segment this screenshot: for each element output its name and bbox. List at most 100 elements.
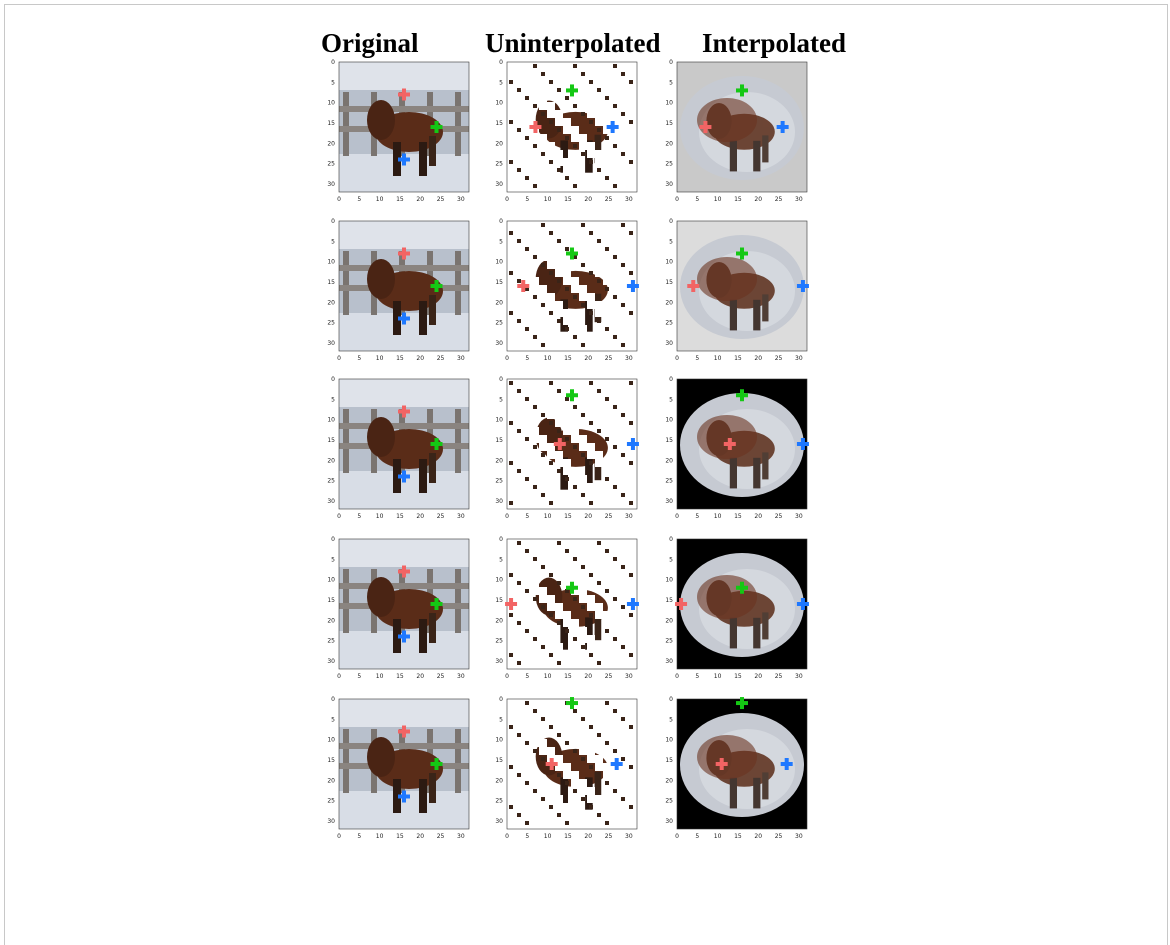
axes-frame — [338, 378, 470, 510]
panel-original-row-5: 0 5 10 15 20 25 30 0 5 10 15 20 25 30 — [323, 695, 473, 845]
x-tick-label: 20 — [754, 355, 762, 362]
x-tick-label: 10 — [376, 513, 384, 520]
y-tick-label: 10 — [665, 417, 673, 424]
marker-blue — [606, 121, 619, 133]
marker-blue — [398, 790, 410, 803]
x-tick-label: 10 — [544, 196, 552, 203]
y-tick-label: 15 — [327, 597, 335, 604]
x-tick-label: 20 — [416, 833, 424, 840]
y-tick-label: 10 — [665, 259, 673, 266]
y-tick-label: 20 — [665, 299, 673, 306]
x-tick-label: 15 — [396, 513, 404, 520]
y-tick-label: 30 — [665, 181, 673, 188]
marker-blue — [796, 280, 809, 292]
image-content — [507, 539, 637, 669]
y-tick-label: 0 — [331, 218, 335, 225]
y-tick-label: 0 — [499, 376, 503, 383]
y-tick-label: 15 — [495, 757, 503, 764]
marker-green — [566, 389, 578, 402]
x-tick-label: 25 — [775, 513, 783, 520]
x-tick-label: 5 — [695, 513, 699, 520]
x-tick-label: 15 — [396, 196, 404, 203]
y-tick-label: 15 — [495, 279, 503, 286]
y-tick-label: 20 — [665, 140, 673, 147]
x-tick-label: 30 — [795, 833, 803, 840]
y-tick-label: 25 — [495, 320, 503, 327]
marker-green — [430, 598, 443, 610]
marker-green — [736, 247, 748, 260]
x-tick-label: 30 — [457, 673, 465, 680]
page-frame — [4, 4, 1168, 945]
marker-red — [517, 280, 530, 292]
panel-interpolated-row-4: 0 5 10 15 20 25 30 0 5 10 15 20 25 30 — [661, 535, 811, 685]
panel-uninterpolated-row-5: 0 5 10 15 20 25 30 0 5 10 15 20 25 30 — [491, 695, 641, 845]
y-tick-label: 5 — [331, 716, 335, 723]
marker-green — [736, 581, 748, 594]
y-tick-label: 20 — [495, 457, 503, 464]
x-tick-label: 30 — [625, 673, 633, 680]
panel-uninterpolated-row-3: 0 5 10 15 20 25 30 0 5 10 15 20 25 30 — [491, 375, 641, 525]
x-tick-label: 0 — [675, 673, 679, 680]
y-tick-label: 15 — [665, 437, 673, 444]
panel-interpolated-row-3: 0 5 10 15 20 25 30 0 5 10 15 20 25 30 — [661, 375, 811, 525]
y-tick-label: 0 — [331, 536, 335, 543]
x-tick-label: 20 — [416, 196, 424, 203]
image-content — [339, 539, 469, 669]
y-tick-label: 10 — [495, 100, 503, 107]
marker-green — [430, 121, 443, 133]
y-tick-label: 30 — [495, 340, 503, 347]
x-tick-label: 20 — [416, 355, 424, 362]
y-tick-label: 25 — [495, 798, 503, 805]
y-tick-label: 20 — [327, 457, 335, 464]
y-tick-label: 5 — [499, 556, 503, 563]
figure: Original Uninterpolated Interpolated 0 5 1… — [315, 18, 855, 860]
y-tick-label: 30 — [665, 340, 673, 347]
x-tick-label: 30 — [625, 196, 633, 203]
y-tick-label: 10 — [327, 417, 335, 424]
title-uninterpolated: Uninterpolated — [485, 28, 661, 58]
x-tick-label: 0 — [337, 833, 341, 840]
x-tick-label: 30 — [457, 833, 465, 840]
horse-shape — [367, 737, 443, 813]
panel-original-row-4: 0 5 10 15 20 25 30 0 5 10 15 20 25 30 — [323, 535, 473, 685]
x-tick-label: 10 — [376, 355, 384, 362]
y-tick-label: 25 — [327, 478, 335, 485]
marker-green — [566, 247, 578, 260]
y-tick-label: 0 — [499, 696, 503, 703]
y-tick-label: 0 — [669, 376, 673, 383]
x-tick-label: 20 — [754, 513, 762, 520]
x-tick-label: 10 — [714, 196, 722, 203]
image-content — [677, 221, 807, 351]
y-tick-label: 15 — [665, 120, 673, 127]
image-content — [677, 379, 807, 509]
panel-original-row-3: 0 5 10 15 20 25 30 0 5 10 15 20 25 30 — [323, 375, 473, 525]
y-tick-label: 30 — [665, 658, 673, 665]
x-tick-label: 0 — [675, 355, 679, 362]
y-tick-label: 25 — [495, 638, 503, 645]
x-tick-label: 25 — [437, 673, 445, 680]
marker-blue — [626, 280, 639, 292]
x-tick-label: 15 — [564, 673, 572, 680]
y-tick-label: 30 — [495, 818, 503, 825]
x-tick-label: 0 — [337, 513, 341, 520]
x-tick-label: 25 — [605, 355, 613, 362]
x-tick-label: 5 — [357, 355, 361, 362]
panel-original-row-1: 0 5 10 15 20 25 30 0 5 10 15 20 25 30 — [323, 58, 473, 208]
y-tick-label: 20 — [495, 299, 503, 306]
x-tick-label: 25 — [437, 355, 445, 362]
y-tick-label: 0 — [499, 536, 503, 543]
marker-red — [723, 438, 736, 450]
y-tick-label: 15 — [495, 437, 503, 444]
marker-red — [687, 280, 700, 292]
axes-frame — [338, 538, 470, 670]
y-tick-label: 10 — [495, 417, 503, 424]
y-tick-label: 10 — [665, 577, 673, 584]
x-tick-label: 15 — [734, 513, 742, 520]
y-tick-label: 5 — [331, 238, 335, 245]
y-tick-label: 0 — [331, 696, 335, 703]
y-tick-label: 30 — [327, 181, 335, 188]
x-tick-label: 0 — [505, 355, 509, 362]
marker-green — [566, 581, 578, 594]
x-tick-label: 5 — [357, 673, 361, 680]
y-tick-label: 10 — [495, 577, 503, 584]
